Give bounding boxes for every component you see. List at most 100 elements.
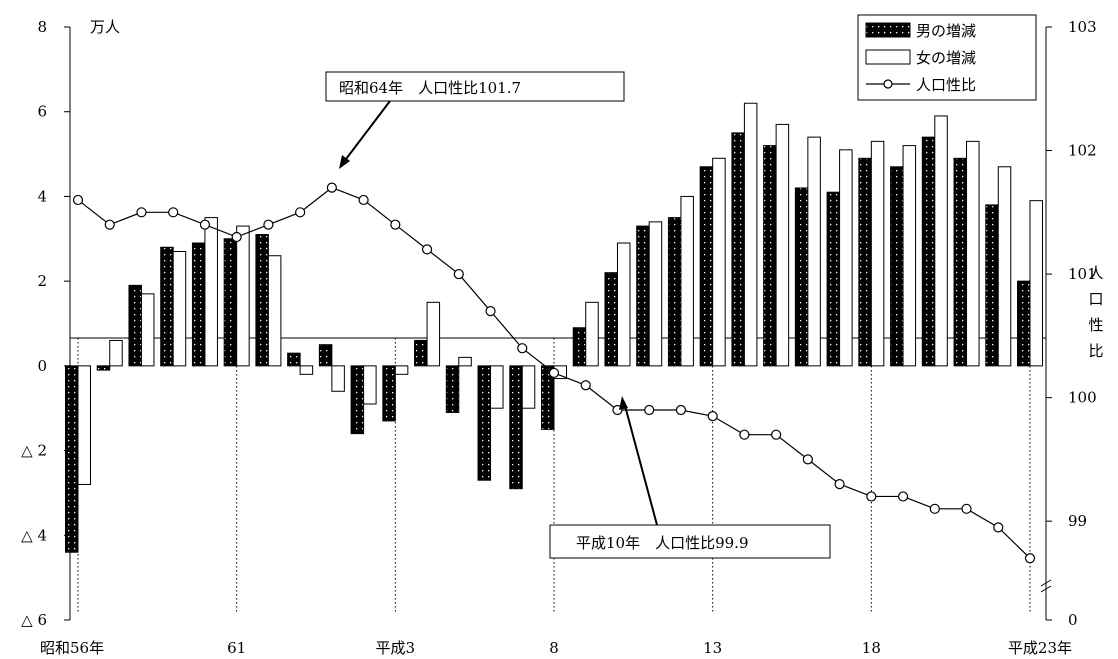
male-bar [191,242,206,367]
x-tick-label: 平成3 [376,639,416,657]
sex-ratio-point [834,479,845,490]
female-bar [902,145,917,367]
right-tick-label: 0 [1068,611,1078,629]
left-axis-ticks: 8 6 4 2 0 △ 2 △ 4 △ 6 [21,18,70,629]
sex-ratio-point [961,503,972,514]
sex-ratio-point [326,182,337,193]
male-bar [667,217,682,367]
male-bar [509,365,523,490]
legend-label-line: 人口性比 [916,76,976,94]
left-tick-label: 4 [37,187,47,205]
female-bar [712,157,726,367]
male-bar [287,352,301,367]
legend-label-male: 男の増減 [916,22,976,40]
right-tick-label: 102 [1068,142,1097,160]
left-tick-label: 2 [37,272,47,290]
annotation-2-text: 平成10年 人口性比99.9 [576,534,749,552]
female-bars [77,102,1043,485]
sex-ratio-point [739,429,750,440]
left-tick-label: △ 2 [21,442,47,460]
female-bar [77,365,91,485]
left-tick-label: △ 6 [21,611,47,629]
male-bar [477,365,492,481]
male-bar [731,132,745,367]
male-bar [604,272,618,367]
sex-ratio-point [1024,553,1036,564]
sex-ratio-point [485,306,496,317]
male-bar [541,365,555,430]
annotation-2: 平成10年 人口性比99.9 [549,396,831,559]
female-bar [934,115,948,367]
left-axis-unit: 万人 [90,18,120,36]
sex-ratio-point [771,429,782,440]
male-bar [763,145,777,367]
female-bar [172,250,187,367]
female-bar [363,365,377,405]
female-bar [299,365,314,375]
male-bar [921,136,936,367]
sex-ratio-point [168,207,179,218]
legend-swatch-female [865,49,911,65]
sex-ratio-line [72,182,1036,564]
female-bar [585,301,599,367]
male-bar [318,344,333,367]
male-bar [985,204,999,367]
sex-ratio-point [675,404,687,416]
female-bar [648,221,663,367]
female-bar [109,339,123,367]
female-bar [458,356,472,367]
female-bar [839,149,853,367]
male-bar [890,166,904,367]
male-bars [65,132,1031,553]
x-tick-label: 13 [703,639,722,657]
sex-ratio-point [802,454,813,465]
female-bar [426,301,441,367]
male-bar [382,365,396,422]
right-axis-label-char: 性 [1088,316,1103,334]
sex-ratio-point [453,268,464,280]
female-bar [490,365,504,409]
female-bar [521,365,536,409]
female-bar [870,140,885,367]
legend-label-female: 女の増減 [916,49,976,67]
sex-ratio-point [897,491,909,502]
female-bar [140,293,155,367]
annotation-1: 昭和64年 人口性比101.7 [325,71,625,169]
x-tick-label: 昭和56年 [40,639,104,657]
right-axis-label-char: 比 [1088,342,1103,360]
legend-swatch-marker [883,79,893,89]
sex-ratio-point [231,231,242,243]
axis-break-mark [1040,585,1052,593]
male-bar [858,157,872,367]
x-tick-label: 8 [549,639,559,657]
male-bar [1017,280,1031,367]
left-tick-label: 8 [37,18,47,36]
left-tick-label: 6 [37,103,47,121]
x-axis-dividers [77,338,1031,612]
female-bar [236,225,250,367]
male-bar [65,365,79,553]
sex-ratio-point [199,219,211,230]
female-bar [616,242,631,367]
x-tick-label: 61 [227,639,246,657]
female-bar [267,255,282,367]
female-bar [997,166,1012,367]
male-bar [572,327,587,367]
right-tick-label: 101 [1068,265,1097,283]
x-tick-label: 18 [862,639,881,657]
sex-ratio-point [72,194,84,206]
female-bar [966,140,980,367]
right-axis-label: 人口性比 [1088,264,1103,360]
right-tick-label: 103 [1068,18,1097,36]
sex-ratio-point [644,404,655,416]
female-bar [680,195,694,367]
male-bar [636,225,650,367]
male-bar [96,365,111,371]
annotation-1-text: 昭和64年 人口性比101.7 [339,79,521,97]
male-bar [794,187,809,367]
right-tick-label: 99 [1068,512,1087,530]
x-tick-label: 平成23年 [1008,639,1072,657]
sex-ratio-point [929,503,940,514]
sex-ratio-point [295,207,306,218]
right-axis-ticks: 103 102 101 100 99 0 [1040,18,1097,629]
